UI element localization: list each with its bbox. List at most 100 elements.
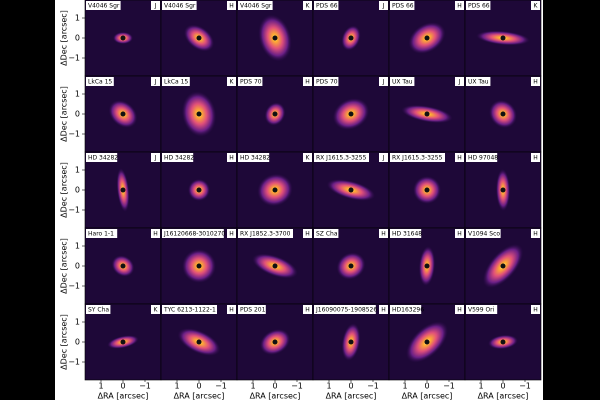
star — [196, 263, 202, 269]
star — [196, 35, 202, 41]
band-box — [227, 77, 236, 86]
x-tick-label: 1 — [174, 382, 179, 391]
panel-band: J — [382, 3, 385, 10]
band-box — [531, 153, 540, 162]
panel: PDS 70 J — [312, 75, 390, 153]
y-tick-label: 0 — [75, 110, 80, 119]
panel-band: K — [154, 307, 159, 314]
panel-name: V1094 Sco — [468, 231, 500, 238]
star — [424, 339, 430, 345]
panel-band: H — [457, 3, 462, 10]
panel: HD163296 H — [388, 303, 466, 381]
band-box — [227, 305, 236, 314]
y-tick-label: −1 — [68, 358, 80, 367]
name-box — [86, 77, 114, 86]
y-tick-label: 0 — [75, 338, 80, 347]
star — [500, 339, 506, 345]
star — [348, 263, 354, 269]
panel-name: HD 34282 — [240, 155, 270, 162]
name-box — [314, 305, 376, 314]
x-tick-label: −1 — [139, 382, 151, 391]
x-tick-label: 1 — [98, 382, 103, 391]
name-box — [86, 229, 118, 238]
name-box — [390, 153, 445, 162]
panel: PDS 66 K — [464, 0, 542, 77]
band-box — [227, 1, 236, 10]
panel-name: PDS 70 — [316, 79, 338, 86]
star — [120, 187, 126, 193]
band-box — [455, 77, 464, 86]
panel-name: RX J1615.3-3255 — [392, 155, 443, 162]
y-tick-label: 1 — [75, 242, 80, 251]
panel-band: H — [533, 231, 538, 238]
star — [272, 339, 278, 345]
panel: HD 34282 K — [236, 151, 314, 229]
name-box — [390, 1, 415, 10]
panel-band: J — [154, 155, 157, 162]
name-box — [466, 305, 498, 314]
panel-band: H — [533, 307, 538, 314]
y-tick-label: −1 — [68, 54, 80, 63]
panel: V4046 Sgr K — [236, 0, 314, 77]
band-box — [379, 229, 388, 238]
panel-band: H — [229, 307, 234, 314]
panel: V4046 Sgr H — [160, 0, 238, 77]
panel-name: J16090075-1908526 — [315, 307, 377, 314]
panel-name: HD 97048 — [468, 155, 498, 162]
panel-name: Haro 1-1 — [88, 231, 114, 238]
panel-band: J — [458, 79, 461, 86]
y-axis-label: ΔDec [arcsec] — [60, 10, 69, 66]
star — [424, 263, 430, 269]
panel-name: V4046 Sgr — [240, 3, 272, 10]
name-box — [238, 229, 293, 238]
star — [348, 187, 354, 193]
panel-name: PDS 66 — [468, 3, 490, 10]
panel-band: H — [153, 231, 158, 238]
panel: PDS 66 H — [388, 0, 466, 77]
panel-band: H — [457, 155, 462, 162]
x-axis-label: ΔRA [arcsec] — [174, 392, 225, 400]
name-box — [314, 1, 339, 10]
star — [120, 35, 126, 41]
x-axis-label: ΔRA [arcsec] — [250, 392, 301, 400]
x-tick-label: −1 — [291, 382, 303, 391]
panel-name: SY Cha — [88, 307, 109, 314]
name-box — [466, 229, 501, 238]
panel: UX Tau H — [464, 75, 542, 153]
panel-band: H — [305, 307, 310, 314]
panel-name: LkCa 15 — [164, 79, 188, 86]
panel-name: PDS 70 — [240, 79, 262, 86]
y-tick-label: 0 — [75, 34, 80, 43]
panel-name: RX J1615.3-3255 — [316, 155, 367, 162]
panel-name: TYC 6213-1122-1 — [163, 307, 216, 314]
band-box — [455, 305, 464, 314]
band-box — [303, 153, 312, 162]
panel-name: RX J1852.3-3700 — [240, 231, 291, 238]
panel-band: K — [534, 3, 539, 10]
y-tick-label: 0 — [75, 186, 80, 195]
band-box — [455, 1, 464, 10]
star — [272, 111, 278, 117]
panel: PDS 70 H — [236, 75, 314, 153]
panel: SY Cha K — [84, 303, 162, 381]
name-box — [466, 1, 491, 10]
band-box — [531, 305, 540, 314]
star — [424, 111, 430, 117]
band-box — [455, 153, 464, 162]
panel-band: H — [457, 231, 462, 238]
name-box — [162, 77, 190, 86]
panel: LkCa 15 J — [84, 75, 162, 153]
name-box — [390, 77, 415, 86]
band-box — [379, 77, 388, 86]
y-tick-label: 1 — [75, 14, 80, 23]
panel: J16120668-3010270 H — [160, 227, 238, 305]
panel-band: K — [306, 155, 311, 162]
y-tick-label: 1 — [75, 166, 80, 175]
star — [500, 187, 506, 193]
panel-name: PDS 66 — [392, 3, 414, 10]
name-box — [466, 153, 498, 162]
x-tick-label: 0 — [424, 382, 429, 391]
band-box — [151, 153, 160, 162]
band-box — [303, 305, 312, 314]
star — [424, 35, 430, 41]
